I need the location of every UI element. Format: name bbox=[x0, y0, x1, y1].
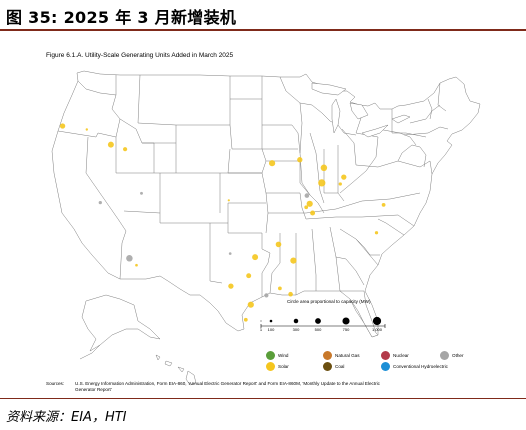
type-legend-item: Other bbox=[440, 351, 464, 360]
plant-point-solar bbox=[228, 283, 234, 289]
legend-swatch bbox=[266, 362, 275, 371]
plant-point-solar bbox=[123, 147, 128, 152]
figure-caption: Figure 6.1.A. Utility-Scale Generating U… bbox=[46, 52, 234, 59]
plant-point-solar bbox=[374, 231, 379, 235]
plant-point-solar bbox=[268, 160, 276, 167]
plant-point-solar bbox=[59, 123, 66, 129]
bottom-rule bbox=[0, 398, 526, 399]
legend-label: Wind bbox=[278, 353, 289, 358]
plant-points bbox=[59, 123, 386, 322]
plant-point-solar bbox=[318, 179, 326, 187]
legend-swatch bbox=[381, 351, 390, 360]
legend-label: Solar bbox=[278, 364, 289, 369]
plant-point-solar bbox=[290, 257, 297, 264]
type-legend-item: Coal bbox=[323, 362, 344, 371]
plant-point-solar bbox=[304, 205, 309, 210]
legend-swatch bbox=[440, 351, 449, 360]
legend-label: Coal bbox=[335, 364, 345, 369]
legend-label: Other bbox=[452, 353, 464, 358]
plant-point-solar bbox=[252, 254, 259, 261]
plant-point-solar bbox=[310, 210, 316, 216]
hawaii-inset bbox=[155, 354, 197, 386]
plant-point-solar bbox=[320, 164, 328, 172]
type-legend-item: Conventional Hydroelectric bbox=[381, 362, 448, 371]
type-legend-item: Wind bbox=[266, 351, 288, 360]
size-legend-circle bbox=[342, 317, 350, 325]
type-legend-item: Solar bbox=[266, 362, 289, 371]
plant-point-solar bbox=[341, 174, 347, 180]
size-legend-circle bbox=[315, 318, 321, 324]
size-legend-circle bbox=[269, 319, 273, 323]
plant-point-solar bbox=[246, 273, 252, 279]
plant-point-other bbox=[126, 255, 133, 262]
size-legend bbox=[260, 316, 386, 328]
plant-point-other bbox=[98, 200, 102, 205]
size-legend-circle bbox=[372, 316, 382, 326]
plant-point-solar bbox=[227, 199, 230, 202]
us-map bbox=[51, 70, 481, 386]
size-tick-label: 300 bbox=[292, 327, 300, 332]
plant-point-other bbox=[228, 252, 232, 255]
figure: Figure 6.1.A. Utility-Scale Generating U… bbox=[0, 33, 526, 395]
size-legend-circle bbox=[260, 320, 262, 322]
sources-label: Sources: bbox=[46, 381, 65, 386]
plant-point-other bbox=[304, 193, 310, 198]
plant-point-solar bbox=[297, 157, 303, 163]
size-tick-label: 750 bbox=[342, 327, 350, 332]
size-legend-circle bbox=[293, 318, 299, 324]
size-tick-label: 1,000 bbox=[371, 327, 383, 332]
plant-point-solar bbox=[338, 182, 342, 186]
legend-swatch bbox=[381, 362, 390, 371]
plant-point-solar bbox=[85, 128, 88, 131]
plant-point-other bbox=[264, 293, 269, 298]
size-legend-title: Circle area proportional to capacity (MW… bbox=[287, 299, 371, 304]
legend-label: Nuclear bbox=[393, 353, 409, 358]
legend-swatch bbox=[266, 351, 275, 360]
plant-point-solar bbox=[306, 200, 313, 207]
sources-text: U.S. Energy Information Administration, … bbox=[75, 381, 380, 392]
legend-swatch bbox=[323, 351, 332, 360]
legend-label: Natural Gas bbox=[335, 353, 360, 358]
plant-point-solar bbox=[278, 286, 282, 291]
size-tick-label: 100 bbox=[267, 327, 275, 332]
plant-point-solar bbox=[243, 317, 248, 322]
plant-point-solar bbox=[381, 203, 386, 207]
plant-point-solar bbox=[275, 241, 282, 248]
source-note: 资料来源：EIA，HTI bbox=[6, 410, 127, 425]
plant-point-other bbox=[140, 191, 143, 195]
plant-point-solar bbox=[247, 301, 254, 308]
legend-swatch bbox=[323, 362, 332, 371]
type-legend-item: Natural Gas bbox=[323, 351, 360, 360]
plant-point-solar bbox=[288, 291, 293, 297]
plant-point-solar bbox=[107, 141, 114, 148]
title-rule bbox=[0, 29, 526, 31]
legend-label: Conventional Hydroelectric bbox=[393, 364, 448, 369]
size-tick-label: 1 bbox=[259, 327, 263, 332]
plant-point-solar bbox=[135, 263, 138, 267]
alaska-inset bbox=[79, 294, 161, 360]
page-title: 图 35: 2025 年 3 月新增装机 bbox=[6, 8, 237, 27]
size-tick-label: 500 bbox=[314, 327, 322, 332]
type-legend-item: Nuclear bbox=[381, 351, 409, 360]
